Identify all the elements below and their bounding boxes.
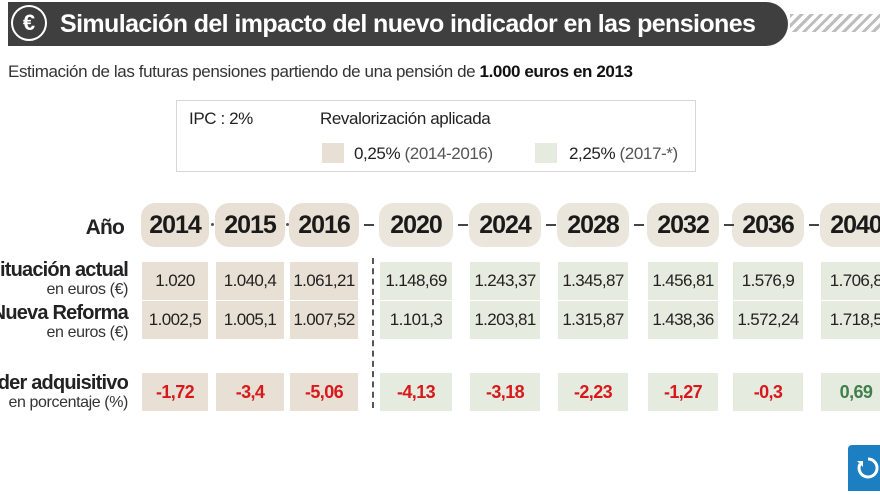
year-header-2028: 2028 xyxy=(557,203,629,247)
table-cell: 1.203,81 xyxy=(470,301,540,339)
label-poder: Poder adquisitivo xyxy=(0,372,129,394)
table-cell: 1.040,4 xyxy=(216,262,284,300)
legend-item-1-period: (2014-2016) xyxy=(404,144,494,163)
table-cell: 1.706,8 xyxy=(821,262,880,300)
legend: IPC : 2% Revalorización aplicada 0,25% (… xyxy=(176,100,696,172)
table-cell: 1.572,24 xyxy=(733,301,803,339)
subtitle-bold: 1.000 euros en 2013 xyxy=(479,62,633,81)
table-cell: -2,23 xyxy=(558,373,628,411)
table-cell: 1.315,87 xyxy=(558,301,628,339)
table-cell: 0,69 xyxy=(821,373,880,411)
year-separator-dash xyxy=(546,224,556,226)
table-cell: 1.061,21 xyxy=(290,262,358,300)
table-cell: -3,18 xyxy=(470,373,540,411)
year-header-2015: 2015 xyxy=(215,203,285,247)
table-cell: 1.007,52 xyxy=(290,301,358,339)
year-header-2020: 2020 xyxy=(379,203,453,247)
refresh-icon xyxy=(848,445,880,491)
table-cell: 1.005,1 xyxy=(216,301,284,339)
label-actual-sub: en euros (€) xyxy=(46,281,129,298)
label-poder-sub: en porcentaje (%) xyxy=(8,394,129,411)
legend-swatch-1 xyxy=(322,143,344,163)
euro-symbol: € xyxy=(13,7,45,39)
legend-swatch-2 xyxy=(535,143,557,163)
table-cell: 1.345,87 xyxy=(558,262,628,300)
table-cell: 1.576,9 xyxy=(733,262,803,300)
year-separator-dot xyxy=(211,223,214,226)
decorative-hatch xyxy=(790,14,880,32)
year-header-2036: 2036 xyxy=(732,203,804,247)
legend-item-2-period: (2017-*) xyxy=(619,144,679,163)
table-cell: 1.438,36 xyxy=(648,301,718,339)
label-year: Año xyxy=(85,216,125,239)
table-cell: -1,72 xyxy=(142,373,208,411)
subtitle: Estimación de las futuras pensiones part… xyxy=(8,62,633,82)
table-cell: 1.718,5 xyxy=(821,301,880,339)
table-cell: -4,13 xyxy=(380,373,452,411)
table-cell: 1.002,5 xyxy=(142,301,208,339)
divider-2017 xyxy=(372,258,374,408)
label-reforma-sub: en euros (€) xyxy=(46,324,129,341)
table-cell: -3,4 xyxy=(216,373,284,411)
legend-item-1-rate: 0,25% xyxy=(354,144,401,163)
subtitle-text: Estimación de las futuras pensiones part… xyxy=(8,62,476,81)
table-cell: 1.243,37 xyxy=(470,262,540,300)
legend-item-2: 2,25% (2017-*) xyxy=(569,144,678,164)
year-separator-dash xyxy=(724,224,734,226)
page-title: Simulación del impacto del nuevo indicad… xyxy=(60,10,756,38)
table-cell: 1.020 xyxy=(142,262,208,300)
table-cell: 1.148,69 xyxy=(380,262,452,300)
euro-icon: € xyxy=(9,3,49,43)
year-separator-dash xyxy=(364,224,374,226)
table-cell: 1.101,3 xyxy=(380,301,452,339)
label-reforma: Nueva Reforma xyxy=(0,302,129,324)
year-header-2040: 2040 xyxy=(820,203,880,247)
legend-ipc: IPC : 2% xyxy=(189,109,253,128)
year-separator-dash xyxy=(809,224,819,226)
year-separator-dash xyxy=(458,224,468,226)
label-actual: Situación actual xyxy=(0,259,129,281)
title-bar xyxy=(8,2,788,46)
year-header-2014: 2014 xyxy=(141,203,209,247)
year-separator-dash xyxy=(634,224,644,226)
legend-item-1: 0,25% (2014-2016) xyxy=(354,144,493,164)
year-header-2024: 2024 xyxy=(469,203,541,247)
table-cell: 1.456,81 xyxy=(648,262,718,300)
legend-heading: Revalorización aplicada xyxy=(320,109,491,128)
table-cell: -1,27 xyxy=(648,373,718,411)
year-separator-dot xyxy=(286,223,289,226)
table-cell: -0,3 xyxy=(733,373,803,411)
legend-item-2-rate: 2,25% xyxy=(569,144,616,163)
year-header-2032: 2032 xyxy=(647,203,719,247)
table-cell: -5,06 xyxy=(290,373,358,411)
year-header-2016: 2016 xyxy=(289,203,359,247)
